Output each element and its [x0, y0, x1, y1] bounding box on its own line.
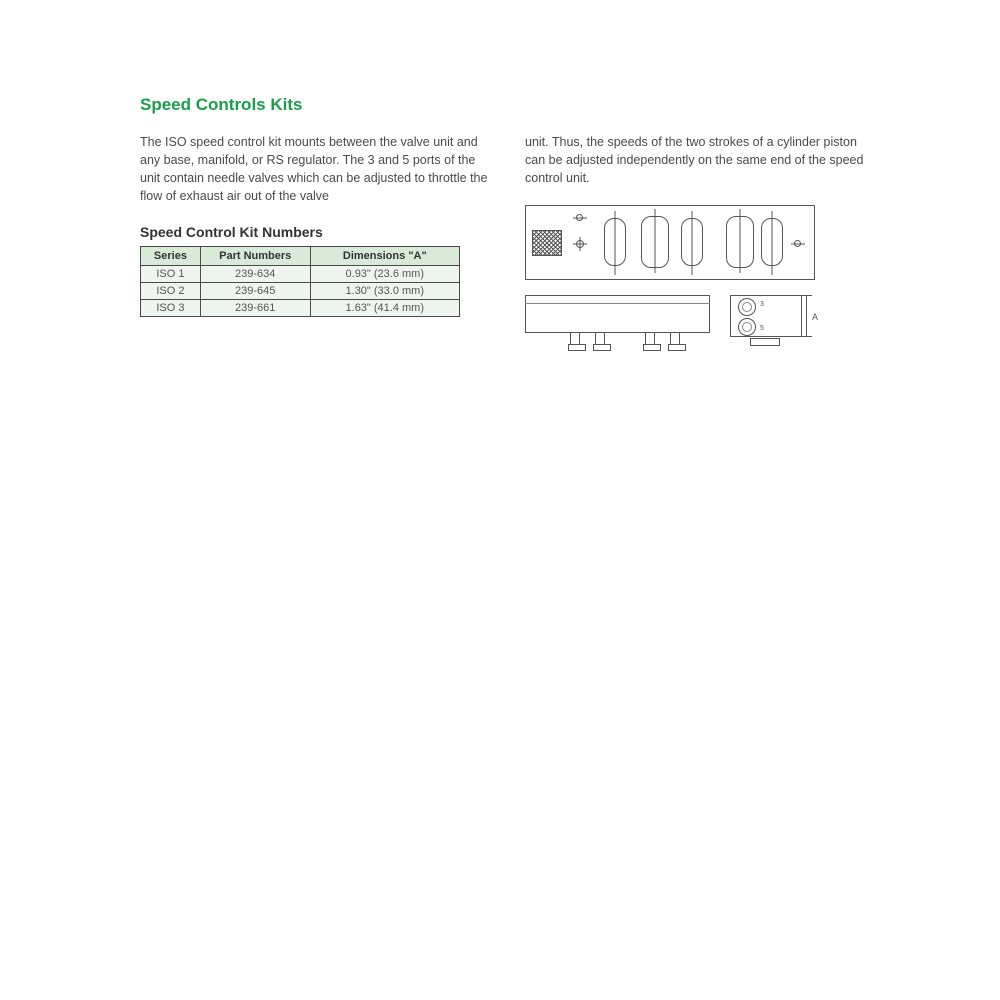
- mount-hole-icon: [576, 214, 583, 221]
- end-view-diagram: 3 5 A: [730, 295, 825, 355]
- intro-paragraph-left: The ISO speed control kit mounts between…: [140, 133, 495, 206]
- col-series: Series: [141, 246, 201, 265]
- dim-line-icon: [806, 295, 807, 337]
- right-column: unit. Thus, the speeds of the two stroke…: [525, 133, 870, 355]
- table-row: ISO 3 239-661 1.63" (41.4 mm): [141, 299, 460, 316]
- mount-hole-icon: [576, 240, 584, 248]
- page-title: Speed Controls Kits: [140, 95, 870, 115]
- port-slot-icon: [681, 218, 703, 266]
- mount-hole-icon: [794, 240, 801, 247]
- top-view-diagram: [525, 205, 815, 280]
- port-slot-icon: [761, 218, 783, 266]
- cell: 239-634: [200, 265, 310, 282]
- left-column: The ISO speed control kit mounts between…: [140, 133, 495, 355]
- dim-tick-icon: [802, 336, 812, 337]
- port-slot-icon: [641, 216, 669, 268]
- peg-icon: [595, 333, 605, 347]
- document-page: Speed Controls Kits The ISO speed contro…: [140, 95, 870, 355]
- cell: ISO 3: [141, 299, 201, 316]
- table-row: ISO 2 239-645 1.30" (33.0 mm): [141, 282, 460, 299]
- cell: 0.93" (23.6 mm): [310, 265, 459, 282]
- dimension-a-label: A: [812, 312, 818, 322]
- cell: ISO 1: [141, 265, 201, 282]
- port-slot-icon: [726, 216, 754, 268]
- dim-tick-icon: [802, 295, 812, 296]
- col-dimensions: Dimensions "A": [310, 246, 459, 265]
- cell: 1.63" (41.4 mm): [310, 299, 459, 316]
- table-row: ISO 1 239-634 0.93" (23.6 mm): [141, 265, 460, 282]
- connector-icon: [532, 230, 562, 256]
- side-body-icon: [525, 295, 710, 333]
- technical-diagrams: 3 5 A: [525, 205, 870, 355]
- cell: 1.30" (33.0 mm): [310, 282, 459, 299]
- cell: ISO 2: [141, 282, 201, 299]
- side-line-icon: [525, 303, 710, 304]
- table-header-row: Series Part Numbers Dimensions "A": [141, 246, 460, 265]
- port-label-5: 5: [760, 325, 764, 332]
- cell: 239-661: [200, 299, 310, 316]
- table-heading: Speed Control Kit Numbers: [140, 224, 495, 240]
- end-base-icon: [750, 338, 780, 346]
- col-part-numbers: Part Numbers: [200, 246, 310, 265]
- side-view-diagram: [525, 295, 710, 355]
- cell: 239-645: [200, 282, 310, 299]
- peg-icon: [570, 333, 580, 347]
- two-column-layout: The ISO speed control kit mounts between…: [140, 133, 870, 355]
- port-label-3: 3: [760, 301, 764, 308]
- speed-control-table: Series Part Numbers Dimensions "A" ISO 1…: [140, 246, 460, 317]
- peg-icon: [645, 333, 655, 347]
- intro-paragraph-right: unit. Thus, the speeds of the two stroke…: [525, 133, 870, 187]
- bottom-diagram-row: 3 5 A: [525, 295, 870, 355]
- peg-icon: [670, 333, 680, 347]
- port-slot-icon: [604, 218, 626, 266]
